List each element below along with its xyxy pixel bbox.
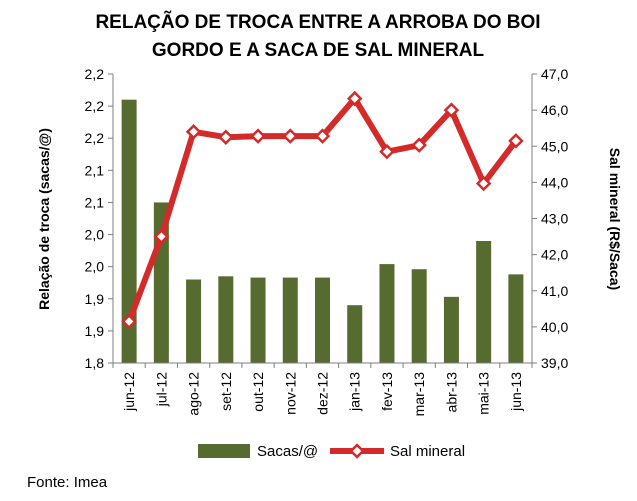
chart-title-line-2: GORDO E A SACA DE SAL MINERAL: [152, 40, 485, 61]
sal-mineral-point-jul-12: [153, 228, 170, 245]
x-tick-label-mar-13: mar-13: [411, 372, 427, 417]
x-tick-label-jul-12: jul-12: [153, 372, 169, 407]
bar-set-12: [218, 276, 234, 363]
sal-mineral-point-jan-13: [346, 90, 363, 107]
x-tick-label-abr-13: abr-13: [443, 372, 459, 413]
bar-jan-13: [347, 305, 363, 363]
y-right-tick-label: 40,0: [541, 319, 568, 335]
sal-mineral-point-ago-12: [185, 124, 202, 140]
bar-fev-13: [379, 264, 395, 363]
y-left-tick-label: 2,0: [85, 259, 105, 275]
y-right-tick-label: 41,0: [541, 283, 568, 299]
sal-mineral-point-fev-13: [379, 143, 395, 160]
x-tick-label-out-12: out-12: [250, 372, 266, 412]
bar-out-12: [250, 277, 266, 363]
bar-jun-12: [121, 99, 137, 363]
bar-nov-12: [282, 277, 298, 363]
y-left-tick-label: 1,9: [85, 291, 105, 307]
y-right-tick-label: 42,0: [541, 247, 568, 263]
legend-label-sal: Sal mineral: [390, 443, 465, 460]
y-left-tick-label: 1,8: [85, 355, 105, 371]
y-right-axis-title: Sal mineral (R$/Saca): [607, 148, 623, 290]
sal-mineral-point-set-12: [218, 129, 234, 145]
y-right-tick-label: 45,0: [541, 138, 568, 154]
y-right-tick-label: 44,0: [541, 174, 568, 190]
x-tick-label-fev-13: fev-13: [379, 372, 395, 411]
y-right-tick-label: 47,0: [541, 66, 568, 82]
y-left-tick-label: 2,2: [85, 130, 105, 146]
x-tick-label-jan-13: jan-13: [347, 372, 363, 412]
sal-mineral-point-abr-13: [443, 102, 460, 118]
chart-title-line-1: RELAÇÃO DE TROCA ENTRE A ARROBA DO BOI: [95, 11, 540, 33]
y-left-tick-label: 2,1: [85, 162, 105, 178]
y-left-tick-label: 2,2: [85, 98, 105, 114]
bar-dez-12: [315, 277, 330, 363]
legend-label-sacas: Sacas/@: [257, 443, 318, 460]
bar-mai-13: [476, 240, 492, 363]
y-left-tick-label: 2,2: [85, 66, 105, 82]
bar-jun-13: [508, 274, 524, 363]
y-right-tick-label: 39,0: [541, 355, 568, 371]
sal-mineral-point-mar-13: [411, 137, 427, 153]
sal-mineral-point-mai-13: [475, 175, 492, 192]
x-tick-label-jun-13: jun-13: [508, 372, 524, 412]
y-left-axis-title: Relação de troca (sacas/@): [36, 128, 52, 310]
x-tick-label-mai-13: mai-13: [476, 372, 492, 415]
x-tick-label-jun-12: jun-12: [121, 372, 137, 412]
y-left-tick-label: 2,0: [85, 227, 105, 243]
source-note: Fonte: Imea: [27, 474, 108, 491]
sal-mineral-point-jun-12: [121, 313, 137, 330]
sal-mineral-point-nov-12: [282, 128, 299, 144]
x-tick-label-ago-12: ago-12: [186, 372, 202, 416]
y-right-tick-label: 46,0: [541, 102, 568, 118]
legend-swatch-marker-sal: [349, 443, 365, 459]
bar-abr-13: [443, 296, 459, 363]
sal-mineral-point-dez-12: [314, 128, 331, 144]
x-tick-label-set-12: set-12: [218, 372, 234, 411]
y-left-tick-label: 1,9: [85, 323, 105, 339]
x-tick-label-nov-12: nov-12: [282, 372, 298, 415]
bar-ago-12: [186, 279, 202, 363]
bar-mar-13: [411, 269, 427, 363]
sal-mineral-point-jun-13: [508, 133, 524, 149]
y-left-tick-label: 2,1: [85, 194, 105, 210]
sal-mineral-point-out-12: [250, 128, 266, 144]
legend-swatch-sacas: [198, 444, 250, 458]
y-right-tick-label: 43,0: [541, 211, 568, 227]
x-tick-label-dez-12: dez-12: [315, 372, 331, 415]
